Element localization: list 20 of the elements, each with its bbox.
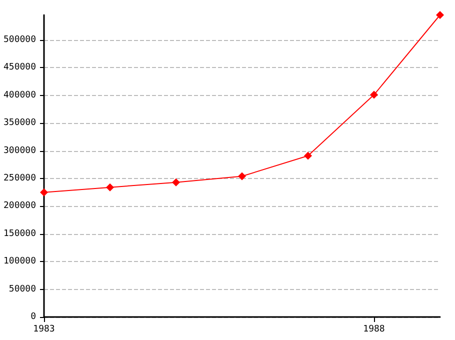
y-tick-label: 50000 [8, 284, 36, 294]
point [436, 11, 444, 19]
y-tick-label: 350000 [3, 118, 36, 128]
point [172, 178, 180, 186]
x-tick-label: 1983 [33, 324, 55, 334]
y-tick-label: 500000 [3, 34, 36, 45]
x-tick-label: 1988 [363, 324, 385, 334]
y-tick-label: 150000 [3, 228, 36, 239]
y-tick-label: 200000 [3, 201, 36, 212]
y-tick-label: 0 [30, 312, 36, 322]
point [40, 188, 48, 196]
point [304, 152, 312, 160]
y-tick-label: 250000 [3, 173, 36, 184]
y-tick-label: 100000 [3, 256, 36, 267]
point [238, 172, 246, 180]
point [106, 183, 114, 192]
point [370, 90, 378, 99]
y-tick-label: 450000 [3, 62, 36, 73]
y-tick-label: 300000 [3, 146, 36, 156]
y-tick-label: 400000 [3, 90, 36, 100]
